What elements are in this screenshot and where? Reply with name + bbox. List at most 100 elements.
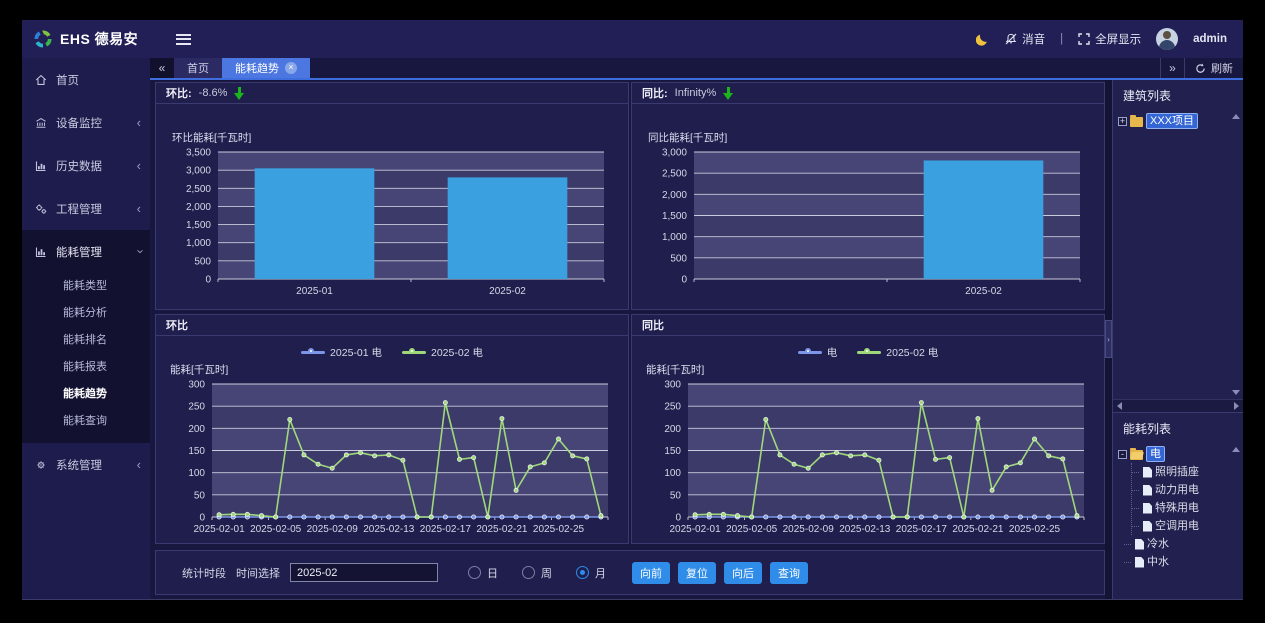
btn-reset[interactable]: 复位 — [678, 561, 716, 584]
svg-text:2025-02-13: 2025-02-13 — [363, 524, 415, 535]
svg-text:2025-02-25: 2025-02-25 — [1009, 524, 1061, 535]
svg-text:50: 50 — [194, 490, 206, 501]
mom-summary-title: 环比: — [166, 88, 192, 100]
tree-item-label: 中水 — [1147, 556, 1169, 568]
content-column: « 首页 能耗趋势 × » 刷新 环比: -8.6% — [150, 58, 1243, 599]
tree-item-label: 照明插座 — [1155, 466, 1199, 478]
tab-spacer — [310, 58, 1160, 78]
close-icon[interactable]: × — [285, 62, 297, 74]
svg-text:150: 150 — [188, 446, 205, 457]
svg-text:300: 300 — [188, 380, 205, 391]
section-label: 统计时段 — [182, 567, 226, 580]
tabs-scroll-right-icon[interactable]: » — [1160, 58, 1184, 78]
btn-backward[interactable]: 向后 — [724, 561, 762, 584]
fullscreen-button[interactable]: 全屏显示 — [1078, 31, 1141, 47]
username[interactable]: admin — [1193, 33, 1227, 45]
mom-line-chart[interactable]: 300 250 200 150 100 50 0 能耗[千瓦时] 2025-02-01 2025-… — [162, 362, 622, 543]
sidebar-item-home[interactable]: 首页 — [22, 58, 150, 101]
legend-item[interactable]: 电 — [797, 345, 837, 360]
sidebar-subitem-energy-report[interactable]: 能耗报表 — [63, 361, 107, 373]
tab-label: 首页 — [187, 63, 209, 75]
sidebar-subitem-energy-ranking[interactable]: 能耗排名 — [63, 334, 107, 346]
svg-text:3,000: 3,000 — [662, 148, 687, 159]
sidebar-subitem-energy-analysis[interactable]: 能耗分析 — [63, 307, 107, 319]
sidebar-item-history-data[interactable]: 历史数据 ‹ — [22, 144, 150, 187]
sidebar-subitem-energy-type[interactable]: 能耗类型 — [63, 280, 107, 292]
scroll-left-icon[interactable] — [1117, 402, 1122, 410]
svg-text:300: 300 — [664, 380, 681, 391]
legend-item[interactable]: 2025-01 电 — [301, 345, 382, 360]
tree-item[interactable]: + XXX项目 — [1118, 112, 1239, 130]
tree-item[interactable]: 冷水 — [1124, 535, 1239, 553]
theme-moon-icon[interactable] — [976, 32, 990, 46]
right-panel-collapse-handle[interactable]: › — [1105, 320, 1112, 358]
project-icon — [35, 203, 50, 215]
radio-month[interactable]: 月 — [576, 565, 606, 581]
btn-forward[interactable]: 向前 — [632, 561, 670, 584]
sidebar-subitem-energy-query[interactable]: 能耗查询 — [63, 415, 107, 427]
tab-bar: « 首页 能耗趋势 × » 刷新 — [150, 58, 1243, 80]
menu-toggle-icon[interactable] — [176, 33, 191, 45]
yoy-summary-title: 同比: — [642, 88, 668, 100]
scroll-right-icon[interactable] — [1234, 402, 1239, 410]
radio-week[interactable]: 周 — [522, 565, 552, 581]
mute-button[interactable]: 消音 — [1005, 31, 1045, 47]
radio-day[interactable]: 日 — [468, 565, 498, 581]
legend-label: 2025-02 电 — [886, 347, 939, 359]
tab-energy-trend[interactable]: 能耗趋势 × — [222, 58, 310, 78]
tree-item[interactable]: 动力用电 — [1132, 481, 1239, 499]
chevron-left-icon: ‹ — [136, 201, 141, 216]
sidebar-item-device-monitoring[interactable]: 设备监控 ‹ — [22, 101, 150, 144]
tree-item[interactable]: 照明插座 — [1132, 463, 1239, 481]
svg-text:2025-02-05: 2025-02-05 — [726, 524, 778, 535]
radio-circle-icon[interactable] — [522, 566, 535, 579]
tree-item-label: 空调用电 — [1155, 520, 1199, 532]
refresh-button[interactable]: 刷新 — [1184, 58, 1243, 78]
sidebar-item-energy-management[interactable]: 能耗管理 ‹ — [22, 230, 150, 273]
app-logo[interactable]: EHS 德易安 — [22, 29, 150, 49]
tree-item[interactable]: 特殊用电 — [1132, 499, 1239, 517]
tab-home[interactable]: 首页 — [174, 58, 222, 78]
sidebar-item-project-management[interactable]: 工程管理 ‹ — [22, 187, 150, 230]
bell-slash-icon — [1005, 33, 1017, 45]
energy-tree: - 电照明插座动力用电特殊用电空调用电冷水中水 — [1113, 442, 1243, 599]
avatar[interactable] — [1156, 28, 1179, 50]
svg-text:2025-02-13: 2025-02-13 — [839, 524, 891, 535]
yoy-line-panel: 同比 电 2025-02 电 300 250 200 150 100 50 0 能耗[千瓦时] 2… — [631, 314, 1105, 544]
expand-icon[interactable]: + — [1118, 115, 1127, 126]
svg-text:能耗[千瓦时]: 能耗[千瓦时] — [170, 363, 228, 376]
legend-marker-icon — [857, 347, 882, 358]
mom-bar-chart[interactable]: 3,500 3,000 2,500 2,000 1,500 1,000 500 0 环比能耗[千… — [162, 104, 622, 309]
tree-item[interactable]: 中水 — [1124, 553, 1239, 571]
main-content: 环比: -8.6% 3,500 3,000 2,500 2,000 1,500 1,000… — [150, 80, 1105, 599]
building-tree-hscrollbar[interactable] — [1113, 399, 1243, 412]
btn-query[interactable]: 查询 — [770, 561, 808, 584]
tabs-scroll-left-icon[interactable]: « — [150, 58, 174, 78]
radio-circle-icon[interactable] — [468, 566, 481, 579]
sidebar-subitem-energy-trend[interactable]: 能耗趋势 — [63, 388, 107, 400]
tree-item[interactable]: -电 — [1118, 445, 1239, 463]
mom-bar-body: 3,500 3,000 2,500 2,000 1,500 1,000 500 0 环比能耗[千… — [156, 104, 628, 309]
yoy-bar-panel: 同比: Infinity% 3,000 2,500 2,000 1,500 1,000 5… — [631, 82, 1105, 310]
sidebar-item-system-management[interactable]: 系统管理 ‹ — [22, 443, 150, 486]
file-icon — [1135, 556, 1144, 568]
time-select-input[interactable] — [290, 563, 438, 582]
scroll-up-icon[interactable] — [1232, 447, 1240, 452]
sidebar: 首页 设备监控 ‹ 历史数据 ‹ 工程管理 ‹ 能耗管理 ‹ 能耗类型 能耗分析 能耗排名 能耗报表 能耗… — [22, 58, 150, 599]
sidebar-item-label: 能耗管理 — [56, 246, 102, 259]
legend-item[interactable]: 2025-02 电 — [402, 345, 483, 360]
svg-text:2025-02-01: 2025-02-01 — [193, 524, 245, 535]
legend-item[interactable]: 2025-02 电 — [857, 345, 938, 360]
scroll-up-icon[interactable] — [1232, 114, 1240, 119]
navbar-right: 消音 | 全屏显示 admin — [976, 28, 1243, 50]
scroll-down-icon[interactable] — [1232, 390, 1240, 395]
yoy-bar-chart[interactable]: 3,000 2,500 2,000 1,500 1,000 500 0 同比能耗[千瓦时] 20… — [638, 104, 1098, 309]
action-buttons: 向前 复位 向后 查询 — [632, 561, 808, 584]
chevron-left-icon: ‹ — [136, 158, 141, 173]
tree-item-label: 特殊用电 — [1155, 502, 1199, 514]
svg-text:0: 0 — [681, 275, 687, 286]
tree-item[interactable]: 空调用电 — [1132, 517, 1239, 535]
collapse-icon[interactable]: - — [1118, 449, 1127, 459]
yoy-line-chart[interactable]: 300 250 200 150 100 50 0 能耗[千瓦时] 2025-02-01 2025-… — [638, 362, 1098, 543]
radio-circle-icon[interactable] — [576, 566, 589, 579]
